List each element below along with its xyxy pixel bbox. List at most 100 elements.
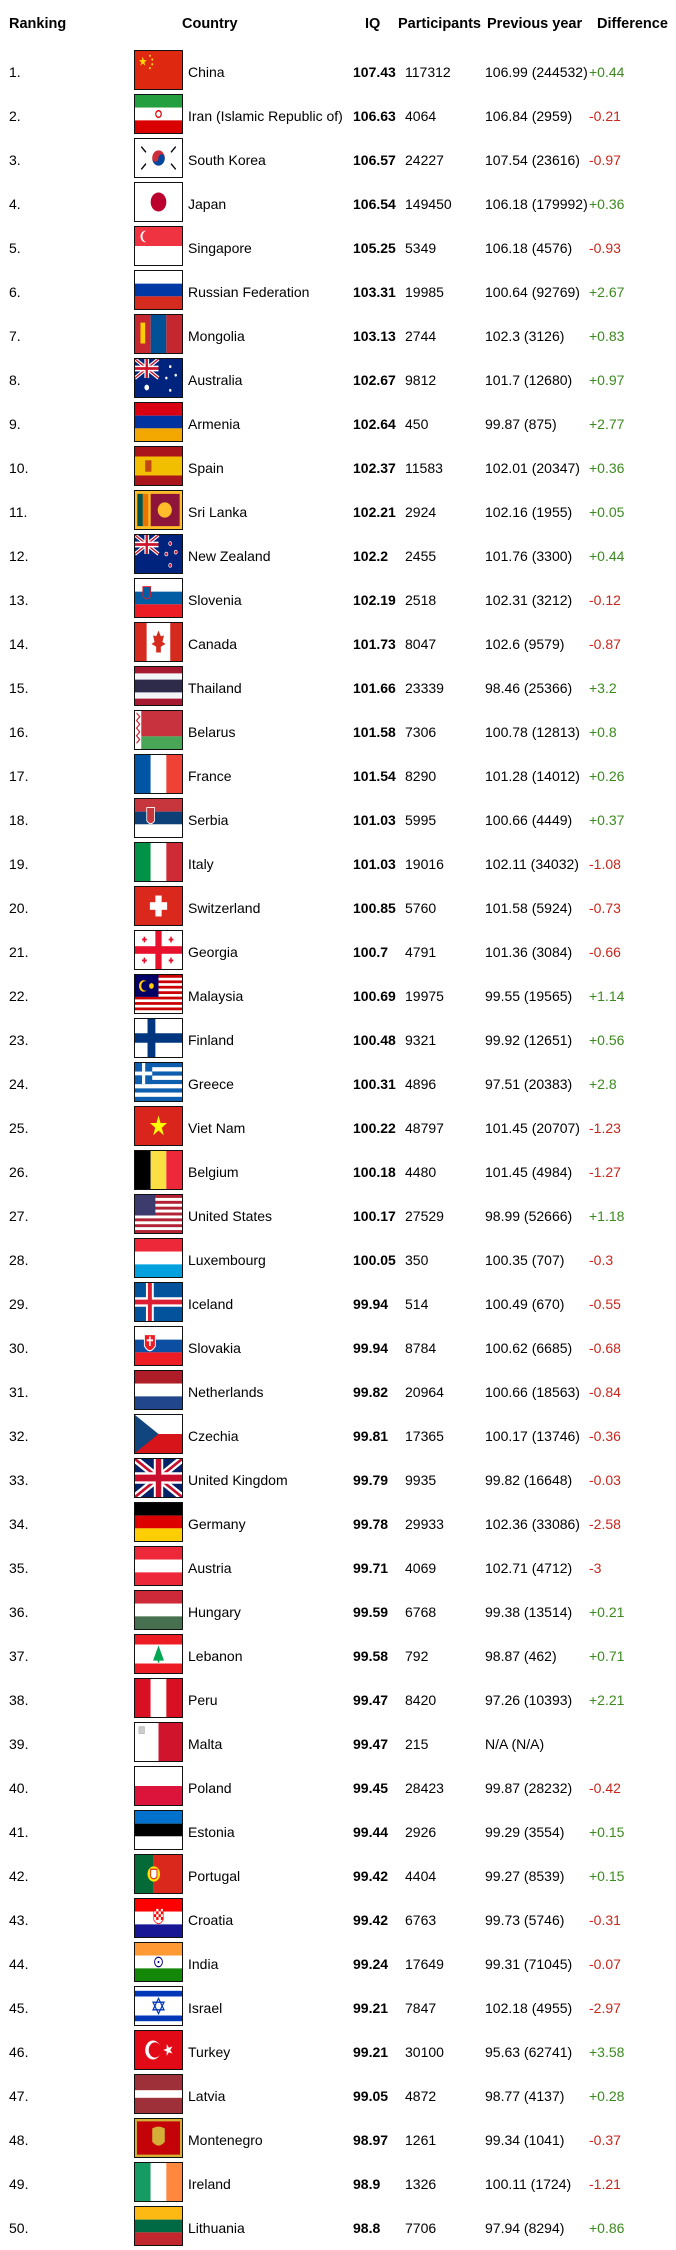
hungary-flag (134, 1590, 183, 1630)
iq-score: 103.13 (353, 328, 396, 344)
previous-year: 100.35 (707) (485, 1252, 565, 1268)
table-row: 26. Belgium 100.18 4480 101.45 (4984) -1.27 (0, 1150, 676, 1194)
country-name: Canada (188, 636, 238, 652)
participants-count: 23339 (405, 680, 444, 696)
participants-count: 6763 (405, 1912, 437, 1928)
difference-value: -1.23 (589, 1120, 621, 1136)
previous-year: 102.36 (33086) (485, 1516, 580, 1532)
difference-value: -0.37 (589, 2132, 621, 2148)
participants-count: 4069 (405, 1560, 437, 1576)
participants-count: 350 (405, 1252, 429, 1268)
country-name: Lithuania (188, 2220, 245, 2236)
previous-year: 97.51 (20383) (485, 1076, 573, 1092)
table-row: 15. Thailand 101.66 23339 98.46 (25366) +3.2 (0, 666, 676, 710)
iq-score: 101.66 (353, 680, 396, 696)
turkey-flag (134, 2030, 183, 2070)
country-name: Malaysia (188, 988, 244, 1004)
table-row: 29. Iceland 99.94 514 100.49 (670) -0.55 (0, 1282, 676, 1326)
montenegro-flag (134, 2118, 183, 2158)
table-row: 45. Israel 99.21 7847 102.18 (4955) -2.97 (0, 1986, 676, 2030)
rank-cell: 34. (9, 1516, 29, 1532)
difference-value: -0.84 (589, 1384, 621, 1400)
slovakia-flag (134, 1326, 183, 1366)
previous-year: 100.66 (4449) (485, 812, 573, 828)
previous-year: 100.11 (1724) (485, 2176, 572, 2192)
difference-value: -0.73 (589, 900, 621, 916)
participants-count: 8420 (405, 1692, 437, 1708)
participants-count: 5760 (405, 900, 437, 916)
difference-value: +2.77 (589, 416, 625, 432)
participants-count: 30100 (405, 2044, 444, 2060)
netherlands-flag (134, 1370, 183, 1410)
country-name: Japan (188, 196, 227, 212)
difference-value: -0.21 (589, 108, 621, 124)
previous-year: 99.29 (3554) (485, 1824, 565, 1840)
participants-count: 24227 (405, 152, 444, 168)
table-row: 50. Lithuania 98.8 7706 97.94 (8294) +0.86 (0, 2206, 676, 2250)
participants-count: 8784 (405, 1340, 437, 1356)
previous-year: 101.76 (3300) (485, 548, 573, 564)
participants-count: 2924 (405, 504, 437, 520)
malaysia-flag (134, 974, 183, 1014)
difference-value: +2.8 (589, 1076, 617, 1092)
country-name: Luxembourg (188, 1252, 266, 1268)
iq-score: 98.97 (353, 2132, 389, 2148)
previous-year: 97.94 (8294) (485, 2220, 565, 2236)
country-name: Peru (188, 1692, 218, 1708)
iq-score: 99.82 (353, 1384, 389, 1400)
difference-value: -2.58 (589, 1516, 621, 1532)
previous-year: 99.55 (19565) (485, 988, 573, 1004)
lebanon-flag (134, 1634, 183, 1674)
table-row: 48. Montenegro 98.97 1261 99.34 (1041) -0.37 (0, 2118, 676, 2162)
table-row: 30. Slovakia 99.94 8784 100.62 (6685) -0.68 (0, 1326, 676, 1370)
table-row: 10. Spain 102.37 11583 102.01 (20347) +0.36 (0, 446, 676, 490)
difference-value: -0.3 (589, 1252, 614, 1268)
previous-year: 99.82 (16648) (485, 1472, 573, 1488)
iq-score: 106.63 (353, 108, 396, 124)
previous-year: 101.45 (20707) (485, 1120, 580, 1136)
rank-cell: 8. (9, 372, 21, 388)
rank-cell: 45. (9, 2000, 29, 2016)
table-row: 20. Switzerland 100.85 5760 101.58 (5924) -0.… (0, 886, 676, 930)
difference-value: +0.56 (589, 1032, 625, 1048)
sri-lanka-flag (134, 490, 183, 530)
participants-count: 19975 (405, 988, 444, 1004)
participants-count: 20964 (405, 1384, 444, 1400)
previous-year: 101.45 (4984) (485, 1164, 573, 1180)
previous-year: 97.26 (10393) (485, 1692, 573, 1708)
iq-score: 106.57 (353, 152, 396, 168)
participants-count: 19016 (405, 856, 444, 872)
previous-year: 102.6 (9579) (485, 636, 565, 652)
rank-cell: 9. (9, 416, 21, 432)
rank-cell: 10. (9, 460, 29, 476)
rank-cell: 33. (9, 1472, 29, 1488)
iq-score: 99.79 (353, 1472, 389, 1488)
difference-value: +0.36 (589, 196, 625, 212)
belgium-flag (134, 1150, 183, 1190)
rank-cell: 35. (9, 1560, 29, 1576)
table-row: 23. Finland 100.48 9321 99.92 (12651) +0.56 (0, 1018, 676, 1062)
previous-year: N/A (N/A) (485, 1736, 545, 1752)
participants-count: 4896 (405, 1076, 437, 1092)
difference-value: +1.18 (589, 1208, 625, 1224)
participants-count: 792 (405, 1648, 429, 1664)
iran-flag (134, 94, 183, 134)
participants-count: 19985 (405, 284, 444, 300)
difference-value: +2.67 (589, 284, 625, 300)
previous-year: 98.87 (462) (485, 1648, 557, 1664)
participants-count: 7847 (405, 2000, 437, 2016)
uk-flag (134, 1458, 183, 1498)
belarus-flag (134, 710, 183, 750)
table-row: 6. Russian Federation 103.31 19985 100.64 (9… (0, 270, 676, 314)
iq-score: 99.58 (353, 1648, 389, 1664)
difference-value: -0.07 (589, 1956, 621, 1972)
country-name: Hungary (188, 1604, 241, 1620)
participants-count: 149450 (405, 196, 452, 212)
iq-score: 98.9 (353, 2176, 381, 2192)
rank-cell: 20. (9, 900, 29, 916)
previous-year: 102.16 (1955) (485, 504, 573, 520)
participants-count: 9935 (405, 1472, 437, 1488)
table-row: 8. Australia 102.67 9812 101.7 (12680) +0.97 (0, 358, 676, 402)
iq-score: 105.25 (353, 240, 396, 256)
participants-count: 2518 (405, 592, 437, 608)
